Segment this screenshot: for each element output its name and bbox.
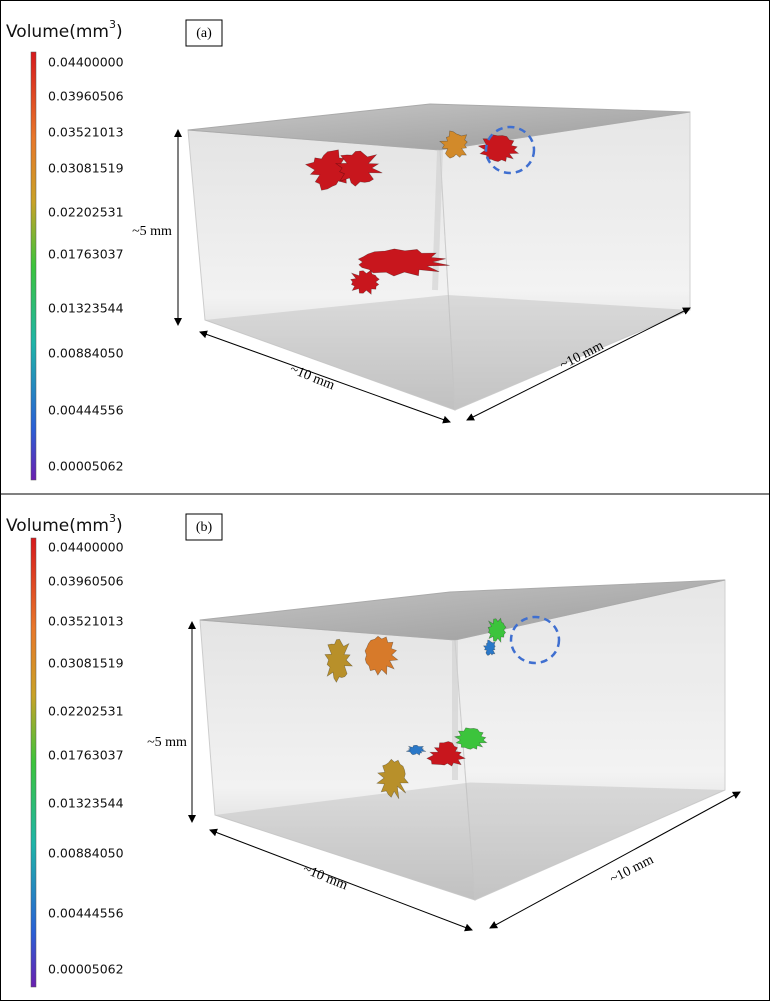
dim-arrow: [209, 828, 473, 932]
pore: [453, 727, 488, 750]
panel: Volume(mm3) 0.04400000 0.03960506 0.0352101…: [6, 18, 691, 481]
pore: [376, 758, 409, 799]
colorbar-title-end: ): [116, 22, 123, 42]
colorbar-title: Volume(mm3): [6, 512, 123, 536]
pore: [426, 741, 466, 767]
pore: [357, 248, 450, 277]
pore: [334, 150, 383, 187]
pore: [324, 638, 354, 683]
panel: Volume(mm3) 0.04400000 0.03960506 0.0352101…: [6, 512, 741, 988]
colorbar-tick-label: 0.03081519: [48, 161, 124, 176]
dim-label: ~10 mm: [301, 862, 350, 894]
colorbar-tick-label: 0.00884050: [48, 846, 124, 861]
panel-label: (a): [196, 26, 212, 41]
colorbar-tick-label: 0.01323544: [48, 796, 124, 811]
colorbar-tick-label: 0.03960506: [48, 89, 124, 104]
colorbar-tick-label: 0.00005062: [48, 962, 124, 977]
panel-label: (b): [196, 520, 213, 535]
colorbar-tick-label: 0.04400000: [48, 540, 124, 555]
dim-arrow: [199, 330, 451, 424]
highlight-circle: [484, 125, 536, 175]
panel-label-box: [185, 513, 223, 541]
pore: [364, 635, 399, 676]
colorbar-tick-label: 0.01323544: [48, 301, 124, 316]
panel-label-box: [185, 19, 223, 47]
dim-label: ~5 mm: [147, 735, 187, 750]
colorbar-tick-label: 0.00884050: [48, 346, 124, 361]
box-top-face: [187, 103, 691, 151]
colorbar-title-sup: 3: [109, 512, 116, 525]
pore: [487, 617, 507, 644]
colorbar-tick-label: 0.01763037: [48, 247, 124, 262]
colorbar-tick-label: 0.03521013: [48, 614, 124, 629]
colorbar-tick-label: 0.00444556: [48, 906, 124, 921]
box-top-face: [199, 579, 726, 641]
pore: [482, 639, 496, 656]
dim-arrow: [466, 307, 691, 421]
dim-label: ~10 mm: [288, 362, 337, 394]
pore: [350, 269, 380, 295]
colorbar-tick-label: 0.00005062: [48, 459, 124, 474]
colorbar-title-text: Volume(mm: [6, 516, 109, 536]
highlight-circle: [509, 615, 561, 665]
colorbar-title: Volume(mm3): [6, 18, 123, 42]
pore: [438, 130, 468, 159]
colorbar: [30, 537, 37, 988]
colorbar-tick-label: 0.00444556: [48, 403, 124, 418]
colorbar-title-end: ): [116, 516, 123, 536]
colorbar-tick-label: 0.02202531: [48, 704, 124, 719]
pore: [406, 745, 427, 756]
colorbar-tick-label: 0.03960506: [48, 574, 124, 589]
colorbar-tick-label: 0.03521013: [48, 125, 124, 140]
colorbar-title-text: Volume(mm: [6, 22, 109, 42]
dim-label: ~10 mm: [608, 852, 657, 887]
colorbar-tick-label: 0.03081519: [48, 656, 124, 671]
colorbar-tick-label: 0.04400000: [48, 55, 124, 70]
colorbar: [30, 51, 37, 481]
colorbar-tick-label: 0.01763037: [48, 748, 124, 763]
colorbar-tick-label: 0.02202531: [48, 205, 124, 220]
colorbar-title-sup: 3: [109, 18, 116, 31]
dim-label: ~5 mm: [132, 224, 172, 239]
dim-arrow: [489, 791, 741, 929]
box-seam: [432, 149, 443, 291]
